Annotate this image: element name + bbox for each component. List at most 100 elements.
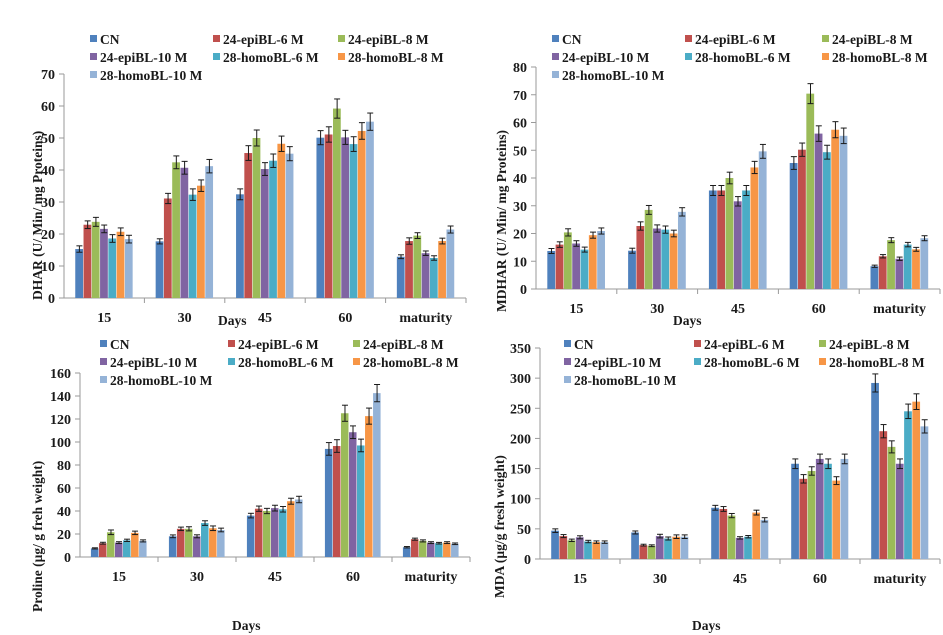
bar (172, 162, 180, 298)
legend-swatch (564, 358, 571, 365)
legend-swatch (694, 358, 701, 365)
x-tick-label: 30 (178, 311, 192, 326)
legend-item: 28-homoBL-6 M (685, 50, 791, 66)
bar (324, 448, 333, 557)
bar (426, 542, 435, 557)
legend-item: 28-homoBL-6 M (694, 355, 800, 371)
bar (348, 432, 357, 557)
bar (647, 545, 656, 559)
legend-swatch (552, 71, 559, 78)
mda-chart-panel: CN 24-epiBL-6 M 24-epiBL-8 M 24-epiBL-10 M 2… (480, 330, 943, 635)
bar (209, 528, 217, 557)
legend-item: 28-homoBL-6 M (228, 355, 334, 371)
bar (365, 416, 373, 557)
y-tick-label: 20 (513, 228, 527, 243)
legend-item: 28-homoBL-8 M (822, 50, 928, 66)
bar (575, 537, 584, 559)
legend-item: 28-homoBL-10 M (90, 68, 202, 84)
bar (83, 224, 92, 298)
bar (752, 512, 761, 559)
y-tick-label: 40 (57, 505, 71, 520)
y-tick-label: 60 (513, 117, 527, 132)
bar (791, 463, 799, 559)
bar (760, 519, 769, 559)
legend-item: 28-homoBL-6 M (213, 50, 319, 66)
bar (254, 508, 263, 557)
bar (91, 221, 100, 298)
bar (340, 413, 349, 557)
proline-x-axis-label: Days (232, 618, 261, 633)
y-tick-label: 100 (50, 436, 71, 451)
bar (287, 501, 295, 557)
bar (260, 169, 269, 298)
bar (188, 194, 197, 298)
x-tick-label: 60 (346, 570, 360, 585)
legend-swatch (90, 53, 97, 60)
bar (139, 540, 147, 557)
bar (912, 249, 920, 289)
y-tick-label: 70 (41, 68, 55, 83)
bar (839, 135, 848, 289)
bar (332, 108, 341, 298)
legend-label: CN (110, 337, 130, 352)
legend-item: 28-homoBL-10 M (552, 68, 664, 84)
bar (285, 153, 294, 298)
y-tick-label: 80 (57, 459, 71, 474)
legend-label: 24-epiBL-6 M (695, 32, 776, 47)
x-tick-label: 15 (573, 572, 587, 587)
y-tick-label: 150 (510, 463, 531, 478)
bar (815, 458, 824, 559)
legend-item: 24-epiBL-10 M (100, 355, 197, 371)
bar (677, 211, 686, 289)
x-tick-label: maturity (873, 302, 926, 317)
bar (655, 536, 664, 559)
y-tick-label: 140 (50, 390, 71, 405)
legend-item: 24-epiBL-10 M (552, 50, 649, 66)
bar (887, 240, 895, 289)
bar (106, 532, 115, 557)
legend-item: CN (552, 32, 582, 48)
legend-swatch (819, 358, 826, 365)
bar (108, 238, 117, 298)
x-tick-label: 60 (812, 302, 826, 317)
bar (744, 536, 752, 559)
legend-label: 28-homoBL-10 M (110, 373, 213, 388)
bar (725, 178, 734, 289)
y-tick-label: 20 (41, 228, 55, 243)
legend-swatch (552, 35, 559, 42)
bar (870, 266, 879, 289)
bar (547, 250, 556, 289)
legend-swatch (353, 340, 360, 347)
y-tick-label: 0 (48, 292, 55, 307)
y-tick-label: 60 (57, 482, 71, 497)
bar (357, 130, 366, 298)
legend-item: 24-epiBL-8 M (822, 32, 913, 48)
bar (396, 256, 405, 298)
bar (168, 536, 177, 557)
dhar-chart-panel: CN 24-epiBL-6 M 24-epiBL-8 M 24-epiBL-10 M 2… (0, 0, 470, 330)
legend-swatch (685, 35, 692, 42)
bar (446, 229, 455, 298)
bar (349, 144, 358, 298)
y-tick-label: 300 (510, 372, 531, 387)
bar (443, 542, 451, 557)
bar (402, 547, 411, 557)
bar (567, 540, 576, 559)
bar (405, 241, 413, 298)
bar (124, 239, 133, 298)
y-tick-label: 250 (510, 402, 531, 417)
legend-item: CN (100, 337, 130, 353)
bar (584, 541, 592, 559)
bar (98, 543, 107, 557)
bar (123, 540, 131, 557)
bar (592, 542, 601, 559)
bar (413, 235, 422, 298)
legend-swatch (338, 53, 345, 60)
bar (572, 243, 581, 289)
legend-label: 28-homoBL-6 M (238, 355, 334, 370)
bar (672, 536, 681, 559)
legend-item: 24-epiBL-10 M (564, 355, 661, 371)
bar (920, 426, 929, 559)
bar (270, 508, 279, 557)
bar (831, 129, 840, 289)
